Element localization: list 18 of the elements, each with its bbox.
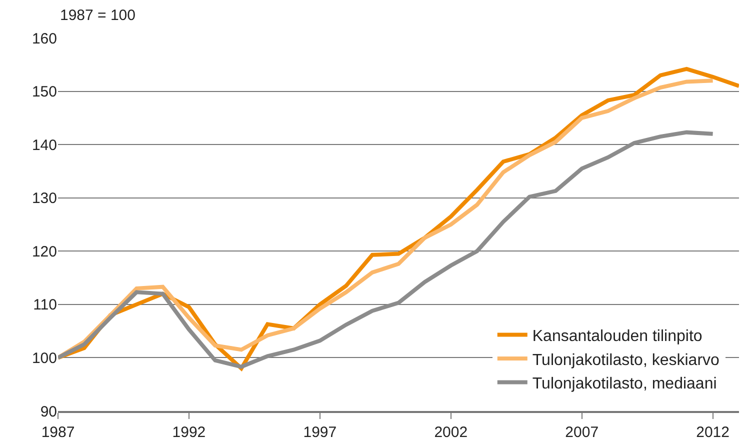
y-tick-label: 100 xyxy=(32,350,57,367)
y-tick-label: 140 xyxy=(32,136,57,154)
text: 1987 = 100 xyxy=(60,7,136,24)
x-tick-label: 2002 xyxy=(434,424,468,441)
x-tick-label: 2007 xyxy=(565,424,599,441)
y-tick-label: 90 xyxy=(40,403,57,420)
x-tick-label: 1997 xyxy=(303,424,337,441)
x-tick-label: 2012 xyxy=(696,424,730,441)
legend-label: Tulonjakotilasto, keskiarvo xyxy=(532,352,720,369)
x-tick-label: 1987 xyxy=(41,424,75,441)
x-tick-label: 1992 xyxy=(172,424,206,441)
y-tick-label: 160 xyxy=(32,30,57,48)
y-tick-label: 130 xyxy=(32,190,57,208)
legend-label: Tulonjakotilasto, mediaani xyxy=(532,376,717,393)
y-tick-label: 120 xyxy=(32,243,57,260)
y-tick-label: 150 xyxy=(32,84,57,101)
legend-label: Kansantalouden tilinpito xyxy=(532,328,702,345)
y-tick-label: 110 xyxy=(33,296,57,314)
